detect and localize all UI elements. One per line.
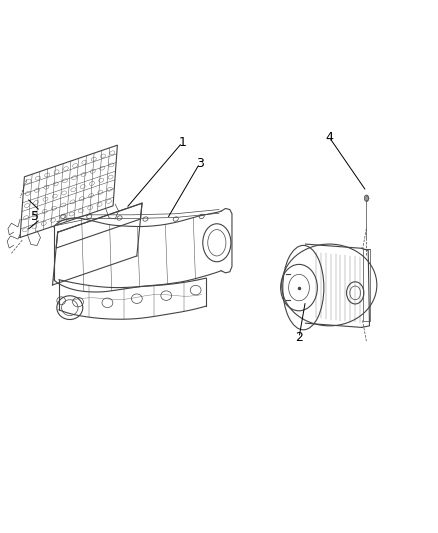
Text: 1: 1 xyxy=(178,136,186,149)
Bar xyxy=(363,249,371,320)
Text: 3: 3 xyxy=(196,157,204,170)
Text: 2: 2 xyxy=(295,331,303,344)
Text: 5: 5 xyxy=(31,210,39,223)
Text: 4: 4 xyxy=(325,131,333,144)
Ellipse shape xyxy=(364,195,369,201)
